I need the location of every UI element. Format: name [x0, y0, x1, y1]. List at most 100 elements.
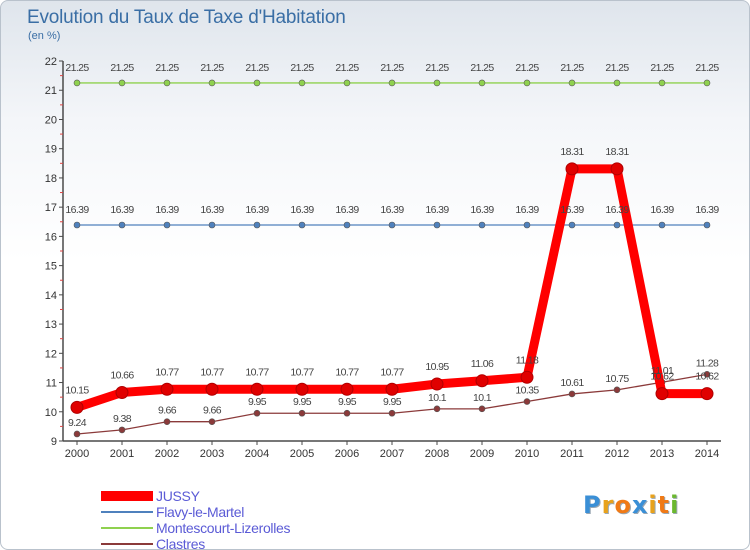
data-point: [343, 79, 351, 87]
data-point: [433, 405, 441, 413]
legend-label-montescourt: Montescourt-Lizerolles: [156, 520, 291, 536]
chart-subtitle: (en %): [28, 30, 61, 42]
data-label: 9.66: [158, 405, 177, 417]
data-label: 16.39: [380, 204, 404, 216]
data-point: [208, 418, 216, 426]
data-label: 16.39: [290, 204, 314, 216]
data-label: 16.39: [650, 204, 674, 216]
logo-letter: o: [614, 491, 632, 519]
logo-letter: r: [601, 491, 615, 519]
data-point: [253, 409, 261, 417]
data-label: 9.24: [68, 417, 87, 429]
x-tick-label: 2013: [650, 448, 674, 460]
data-point: [295, 382, 309, 396]
data-point: [388, 409, 396, 417]
data-point: [163, 79, 171, 87]
logo-letter: i: [670, 491, 680, 519]
legend-label-clastres: Clastres: [156, 536, 205, 550]
y-tick-label: 21: [45, 85, 57, 97]
data-label: 10.95: [425, 361, 449, 373]
chart-title: Evolution du Taux de Taxe d'Habitation: [27, 7, 346, 28]
data-point: [298, 79, 306, 87]
data-label: 16.39: [200, 204, 224, 216]
data-point: [205, 382, 219, 396]
data-point: [160, 382, 174, 396]
y-tick-label: 11: [46, 378, 57, 390]
data-point: [208, 79, 216, 87]
data-label: 21.25: [380, 62, 404, 74]
data-label: 10.62: [650, 371, 674, 383]
data-label: 16.39: [605, 204, 629, 216]
y-tick-label: 10: [45, 407, 57, 419]
data-point: [70, 400, 84, 414]
data-label: 18.31: [605, 146, 629, 158]
data-label: 16.39: [470, 204, 494, 216]
data-point: [700, 387, 714, 401]
data-point: [250, 382, 264, 396]
logo-letter: x: [631, 491, 649, 519]
data-label: 9.38: [113, 413, 132, 425]
y-tick-label: 12: [45, 348, 57, 360]
data-label: 10.61: [560, 377, 584, 389]
data-label: 9.95: [383, 396, 402, 408]
data-label: 10.62: [695, 371, 719, 383]
data-point: [568, 390, 576, 398]
data-point: [118, 221, 126, 229]
data-label: 10.1: [473, 392, 492, 404]
data-label: 21.25: [470, 62, 494, 74]
x-tick-label: 2002: [155, 448, 179, 460]
proxiti-logo: Proxiti: [583, 491, 679, 519]
data-label: 16.39: [560, 204, 584, 216]
data-label: 16.39: [695, 204, 719, 216]
data-point: [478, 405, 486, 413]
x-tick-label: 2000: [65, 448, 89, 460]
data-label: 21.25: [605, 62, 629, 74]
x-tick-label: 2011: [560, 448, 584, 460]
logo-letter: t: [657, 491, 671, 519]
data-point: [115, 385, 129, 399]
data-label: 11.06: [471, 358, 494, 370]
x-tick-label: 2012: [605, 448, 629, 460]
data-label: 9.95: [293, 396, 312, 408]
data-label: 21.25: [110, 62, 134, 74]
x-tick-label: 2007: [380, 448, 404, 460]
data-point: [565, 162, 579, 176]
y-tick-label: 13: [45, 319, 57, 331]
data-label: 10.77: [380, 366, 404, 378]
data-label: 16.39: [515, 204, 539, 216]
data-label: 21.25: [290, 62, 314, 74]
data-label: 21.25: [515, 62, 539, 74]
data-point: [523, 79, 531, 87]
legend-swatch-flavy: [101, 511, 153, 513]
data-label: 9.66: [203, 405, 222, 417]
y-tick-label: 17: [45, 202, 57, 214]
data-label: 10.77: [155, 366, 179, 378]
data-label: 16.39: [155, 204, 179, 216]
y-tick-label: 16: [45, 231, 57, 243]
data-point: [658, 221, 666, 229]
data-label: 21.25: [155, 62, 179, 74]
data-label: 10.1: [428, 392, 447, 404]
y-tick-label: 15: [45, 261, 57, 273]
data-label: 10.77: [290, 366, 314, 378]
logo-letter: i: [648, 491, 658, 519]
data-label: 21.25: [560, 62, 584, 74]
x-tick-label: 2010: [515, 448, 539, 460]
data-label: 10.77: [335, 366, 359, 378]
data-point: [658, 79, 666, 87]
data-point: [523, 398, 531, 405]
data-label: 10.75: [605, 373, 629, 385]
data-point: [613, 386, 621, 394]
legend-swatch-montescourt: [101, 527, 153, 529]
data-label: 21.25: [65, 62, 89, 74]
x-tick-label: 2009: [470, 448, 494, 460]
data-label: 21.25: [245, 62, 269, 74]
data-point: [613, 221, 621, 229]
data-label: 11.18: [516, 354, 539, 366]
data-point: [73, 79, 81, 87]
data-label: 21.25: [650, 62, 674, 74]
data-point: [475, 374, 489, 388]
y-tick-label: 9: [51, 436, 57, 448]
